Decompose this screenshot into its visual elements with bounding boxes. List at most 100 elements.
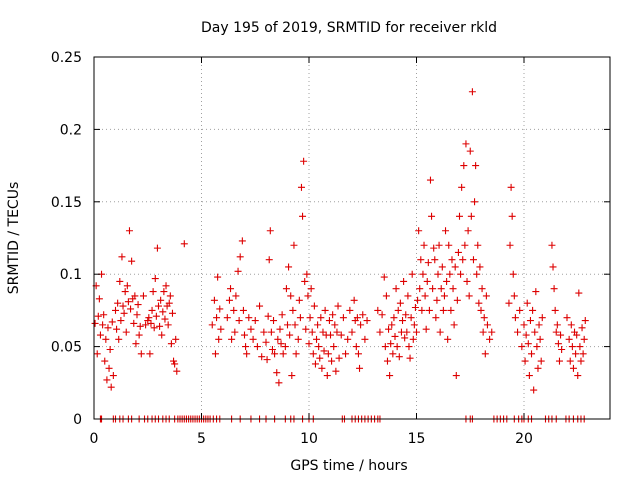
grid-lines [94,57,610,419]
data-point [328,357,336,365]
data-point [414,296,422,304]
data-point [573,331,581,339]
data-point [102,335,110,343]
data-point [578,324,586,332]
data-point [133,311,141,319]
data-point [108,318,116,326]
data-point [321,306,329,314]
data-point [554,340,562,348]
data-point [434,270,442,278]
data-point [101,357,109,365]
data-point [278,311,286,319]
data-point [551,306,559,314]
data-point [446,270,454,278]
data-point [260,328,268,336]
data-point [356,364,364,372]
data-point [270,317,278,325]
data-point [151,275,159,283]
data-point [548,241,556,249]
data-point [416,285,424,293]
data-point [286,331,294,339]
data-point [232,292,240,300]
data-point [410,321,418,329]
data-point [180,240,188,248]
data-point [506,241,514,249]
data-point [445,241,453,249]
data-point [313,335,321,343]
data-point [331,321,339,329]
data-point [530,386,538,394]
data-point [311,360,319,368]
data-point [422,325,430,333]
data-point [507,183,515,191]
data-point [514,328,522,336]
axes: 0 0.05 0.1 0.15 0.2 0.25 0 5 10 15 20 [51,50,610,447]
data-point [522,331,530,339]
data-point [510,292,518,300]
data-point [113,325,121,333]
data-point [227,285,235,293]
data-point [282,285,290,293]
data-point [400,277,408,285]
data-point [104,324,112,332]
data-point [263,356,271,364]
data-point [531,328,539,336]
data-point [165,299,173,307]
data-point [357,321,365,329]
data-point [404,292,412,300]
data-point [437,285,445,293]
data-point [529,306,537,314]
data-point [430,244,438,252]
data-point [168,309,176,317]
data-point [149,288,157,296]
data-point [395,353,403,361]
data-point [568,343,576,351]
data-point [159,308,167,316]
data-point [566,357,574,365]
data-point [297,183,305,191]
data-point [325,317,333,325]
data-point [146,350,154,358]
data-point [481,350,489,358]
data-point [438,263,446,271]
data-point [288,372,296,380]
data-point [361,335,369,343]
data-point [153,244,161,252]
data-point [112,306,119,314]
data-point [409,335,417,343]
data-point [387,340,395,348]
data-point [462,140,470,148]
data-point [139,292,147,300]
data-point [461,241,469,249]
data-point [533,343,541,351]
data-point [464,227,472,235]
data-point [450,321,458,329]
data-point [115,335,123,343]
data-point [238,237,246,245]
data-point [474,241,482,249]
data-point [316,354,324,362]
data-point [421,292,429,300]
data-point [580,335,588,343]
data-point [563,314,571,322]
data-point [145,314,153,322]
data-point [392,285,400,293]
data-point [532,288,540,296]
data-point [128,257,136,265]
data-point [130,319,138,327]
data-point [579,350,587,358]
data-point [469,256,477,264]
y-tick-label: 0.05 [51,340,82,356]
data-point [350,296,358,304]
data-point [475,299,483,307]
data-point [403,328,411,336]
data-point [315,343,323,351]
data-point [457,270,465,278]
data-point [117,317,125,325]
data-point [162,282,170,290]
data-point [103,376,111,384]
data-point [344,335,352,343]
data-point [463,277,471,285]
data-point [166,292,174,300]
